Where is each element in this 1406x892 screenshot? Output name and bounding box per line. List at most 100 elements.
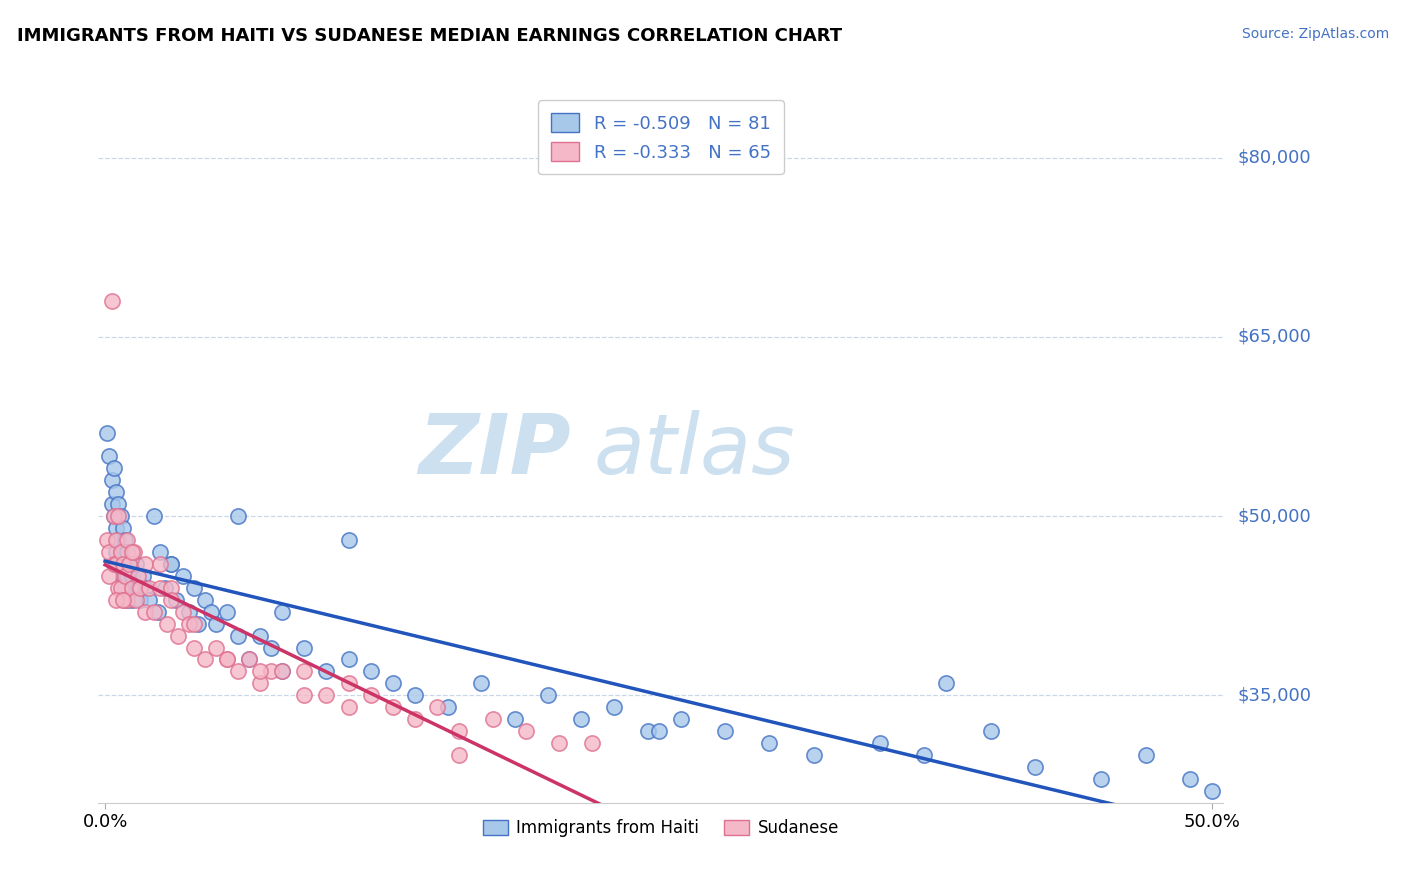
Point [337, 700, 360, 714]
Point [103, 509, 125, 524]
Point [226, 509, 249, 524]
Point [337, 533, 360, 547]
Point [105, 485, 128, 500]
Point [121, 545, 143, 559]
Point [149, 545, 172, 559]
Text: ZIP: ZIP [418, 410, 571, 491]
Point [183, 616, 205, 631]
Point [131, 569, 153, 583]
Point [647, 724, 669, 739]
Point [122, 581, 145, 595]
Point [103, 461, 125, 475]
Point [105, 545, 128, 559]
Point [179, 605, 201, 619]
Point [122, 545, 145, 559]
Point [515, 724, 537, 739]
Point [114, 581, 136, 595]
Point [165, 592, 187, 607]
Point [115, 533, 138, 547]
Point [249, 676, 271, 690]
Legend: Immigrants from Haiti, Sudanese: Immigrants from Haiti, Sudanese [477, 813, 845, 844]
Point [160, 557, 183, 571]
Point [360, 688, 382, 702]
Point [548, 736, 571, 750]
Point [226, 665, 249, 679]
Point [110, 545, 132, 559]
Point [125, 592, 148, 607]
Point [315, 665, 337, 679]
Point [134, 581, 156, 595]
Point [758, 736, 780, 750]
Point [156, 616, 179, 631]
Point [107, 557, 129, 571]
Point [134, 605, 156, 619]
Point [426, 700, 449, 714]
Point [111, 521, 134, 535]
Point [107, 509, 129, 524]
Point [149, 581, 172, 595]
Point [569, 712, 592, 726]
Text: $35,000: $35,000 [1237, 686, 1312, 705]
Point [183, 581, 205, 595]
Point [260, 665, 283, 679]
Point [360, 665, 382, 679]
Point [603, 700, 626, 714]
Point [115, 592, 138, 607]
Point [337, 676, 360, 690]
Point [980, 724, 1002, 739]
Point [215, 652, 238, 666]
Point [204, 640, 226, 655]
Point [160, 581, 183, 595]
Point [912, 747, 935, 762]
Text: $65,000: $65,000 [1237, 328, 1310, 346]
Point [160, 592, 183, 607]
Point [1135, 747, 1157, 762]
Point [437, 700, 460, 714]
Point [803, 747, 825, 762]
Point [107, 533, 129, 547]
Point [249, 665, 271, 679]
Point [98, 545, 121, 559]
Point [138, 581, 160, 595]
Point [581, 736, 603, 750]
Point [449, 747, 471, 762]
Point [115, 545, 138, 559]
Point [153, 581, 176, 595]
Point [110, 545, 132, 559]
Point [103, 557, 125, 571]
Point [125, 557, 148, 571]
Point [115, 592, 138, 607]
Point [179, 616, 201, 631]
Point [129, 592, 152, 607]
Point [215, 605, 238, 619]
Point [134, 557, 156, 571]
Point [271, 665, 294, 679]
Point [271, 605, 294, 619]
Point [121, 581, 143, 595]
Point [142, 509, 165, 524]
Text: $80,000: $80,000 [1237, 149, 1310, 167]
Point [194, 652, 217, 666]
Point [935, 676, 957, 690]
Point [98, 569, 121, 583]
Point [103, 509, 125, 524]
Point [1090, 772, 1112, 786]
Point [127, 569, 149, 583]
Point [105, 521, 128, 535]
Point [129, 581, 152, 595]
Point [292, 665, 315, 679]
Point [292, 640, 315, 655]
Point [96, 425, 118, 440]
Text: $50,000: $50,000 [1237, 508, 1310, 525]
Point [148, 605, 170, 619]
Point [105, 533, 128, 547]
Point [537, 688, 560, 702]
Point [111, 569, 134, 583]
Point [226, 629, 249, 643]
Point [238, 652, 260, 666]
Point [200, 605, 222, 619]
Point [96, 533, 118, 547]
Point [404, 712, 426, 726]
Point [187, 616, 209, 631]
Text: atlas: atlas [593, 410, 794, 491]
